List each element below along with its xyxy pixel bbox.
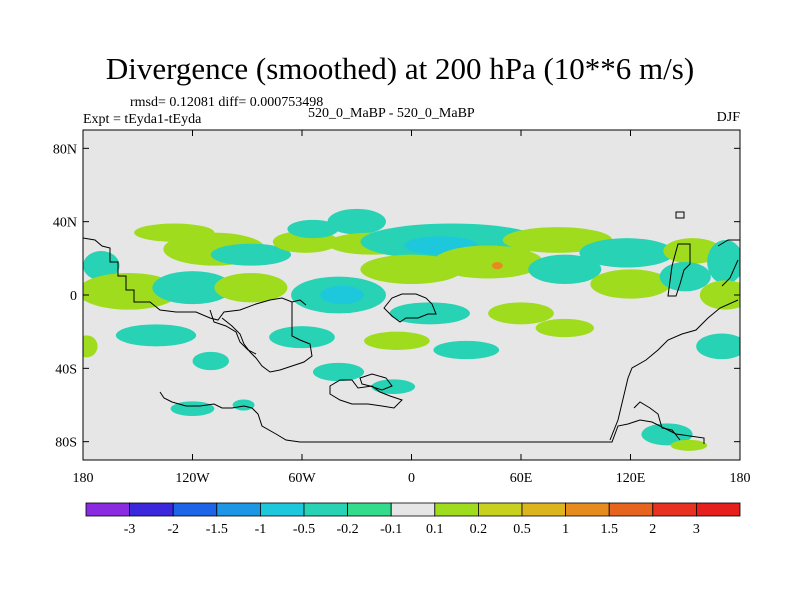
x-tick-label: 0 [408,471,415,486]
colorbar-swatch [434,502,479,517]
divergence-region-pos-27 [488,302,554,325]
colorbar-label: 0.2 [470,522,488,537]
colorbar-swatch [477,502,523,517]
y-tick-label: 80S [55,436,77,451]
stats-line: rmsd= 0.12081 diff= 0.000753498 [130,95,324,110]
colorbar-label: -3 [124,522,136,537]
chart-title: Divergence (smoothed) at 200 hPa (10**6 … [105,51,695,86]
coastline-small-island [675,211,685,219]
divergence-region-neg-35 [192,351,229,371]
divergence-region-neg-12 [707,240,740,284]
y-tick-label: 40S [55,362,77,377]
coastline-east-edge [717,239,740,287]
divergence-region-pos-25 [699,280,740,310]
y-tick-label: 80N [53,142,77,157]
colorbar-label: -0.5 [293,522,315,537]
colorbar-swatch [259,502,305,517]
divergence-field [83,208,740,451]
colorbar-swatch [696,502,741,517]
colorbar-label: 0.1 [426,522,444,537]
y-axis: 80N 40N 0 40S 80S [53,142,740,451]
colorbar-swatch [172,502,218,517]
y-tick-label: 0 [70,289,77,304]
coastlines [83,211,740,444]
season-label: DJF [716,110,740,125]
colorbar-label: 0.5 [513,522,531,537]
colorbar-label: -0.2 [337,522,359,537]
y-tick-label: 40N [53,216,77,231]
divergence-region-neg-10 [579,238,675,268]
divergence-region-neg-4 [287,219,339,239]
experiment-label: Expt = tEyda1-tEyda [83,112,202,127]
colorbar-label: -2 [167,522,179,537]
divergence-region-pos-16 [214,273,288,303]
colorbar-swatch [565,502,610,517]
colorbar-swatch [303,502,348,517]
colorbar-swatch [129,502,174,517]
divergence-region-neg-15 [152,271,233,305]
divergence-region-neg-36 [312,362,365,382]
divergence-region-neg-2 [210,243,292,266]
divergence-region-neg_strong-18 [320,285,365,305]
colorbar-label: 1.5 [600,522,618,537]
divergence-region-pos-40 [670,439,708,451]
center-label: 520_0_MaBP - 520_0_MaBP [308,106,475,121]
divergence-region-pos-32 [535,318,594,338]
coastline-central-america [209,309,257,355]
colorbar: -3 -2 -1.5 -1 -0.5 -0.2 -0.1 0.1 0.2 0.5 1 1.5 2 3 [85,502,741,537]
divergence-region-neg-37 [371,379,416,394]
colorbar-label: -0.1 [380,522,402,537]
coastline-kamchatka [667,243,691,297]
coastline-south-america [221,302,313,373]
x-tick-label: 60E [510,471,533,486]
colorbar-swatch [85,502,130,517]
x-tick-label: 60W [288,471,316,486]
divergence-region-peak-21 [491,262,503,270]
x-tick-label: 180 [73,471,94,486]
colorbar-label: 3 [693,522,700,537]
divergence-region-neg-5 [327,208,386,235]
colorbar-label: -1 [255,522,267,537]
colorbar-label: 1 [562,522,569,537]
divergence-region-neg-33 [696,333,740,360]
x-tick-label: 180 [730,471,751,486]
colorbar-swatch [390,502,436,517]
divergence-region-neg-26 [389,302,470,325]
coastline-antarctica-peninsula [159,391,705,444]
coastline-south-island-inner [359,373,393,391]
divergence-region-neg-29 [269,326,335,349]
coastline-africa [383,293,437,323]
x-tick-label: 120E [616,471,646,486]
colorbar-swatch [608,502,654,517]
coastline-australia-sa [633,401,681,441]
divergence-region-neg-31 [433,340,500,360]
colorbar-label: 2 [649,522,656,537]
divergence-region-pos-30 [364,331,430,351]
divergence-region-neg-24 [659,262,711,292]
colorbar-swatch [652,502,697,517]
colorbar-label: -1.5 [206,522,228,537]
divergence-region-pos-34 [83,335,98,358]
divergence-region-neg-41 [232,399,255,411]
colorbar-swatch [216,502,261,517]
coastline-east-pacific [609,299,739,441]
divergence-region-pos-20 [433,245,543,279]
coastline-north-america [83,237,307,321]
coastline-south-island [329,379,403,409]
divergence-region-neg-22 [528,254,602,284]
divergence-region-pos-23 [590,269,671,299]
colorbar-swatch [521,502,566,517]
x-axis: 180 120W 60W 0 60E 120E 180 [73,130,751,486]
colorbar-swatch [347,502,392,517]
x-tick-label: 120W [175,471,210,486]
divergence-region-neg-28 [115,324,197,347]
